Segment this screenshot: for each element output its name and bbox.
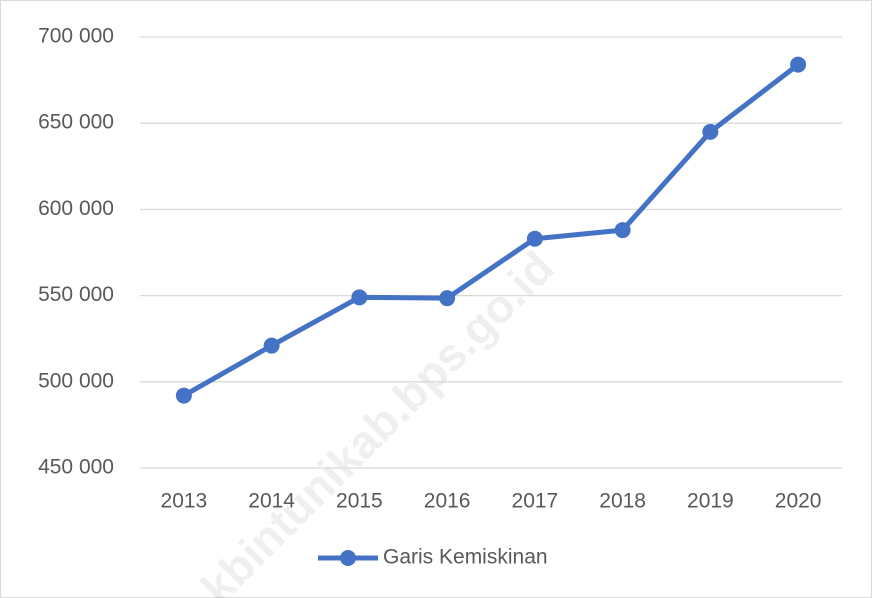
- y-tick-label: 650 000: [38, 111, 114, 134]
- y-tick-label: 600 000: [38, 197, 114, 220]
- data-point: [439, 290, 456, 307]
- data-point: [175, 387, 192, 404]
- y-tick-label: 700 000: [38, 25, 114, 48]
- x-tick-label: 2020: [775, 490, 822, 513]
- data-point: [351, 289, 368, 306]
- x-tick-label: 2016: [424, 490, 471, 513]
- y-tick-label: 450 000: [38, 456, 114, 479]
- x-tick-label: 2014: [248, 490, 295, 513]
- x-tick-label: 2015: [336, 490, 383, 513]
- x-tick-label: 2017: [512, 490, 559, 513]
- series-line: [182, 62, 800, 398]
- data-point: [263, 337, 280, 354]
- legend-marker: [340, 550, 356, 566]
- y-tick-label: 550 000: [38, 283, 114, 306]
- x-tick-label: 2019: [687, 490, 734, 513]
- y-tick-label: 500 000: [38, 369, 114, 392]
- data-point: [526, 230, 543, 247]
- data-point: [702, 123, 719, 140]
- legend-label: Garis Kemiskinan: [383, 546, 548, 569]
- data-point: [790, 56, 807, 73]
- x-tick-label: 2013: [161, 490, 208, 513]
- x-tick-label: 2018: [599, 490, 646, 513]
- data-point: [614, 222, 631, 239]
